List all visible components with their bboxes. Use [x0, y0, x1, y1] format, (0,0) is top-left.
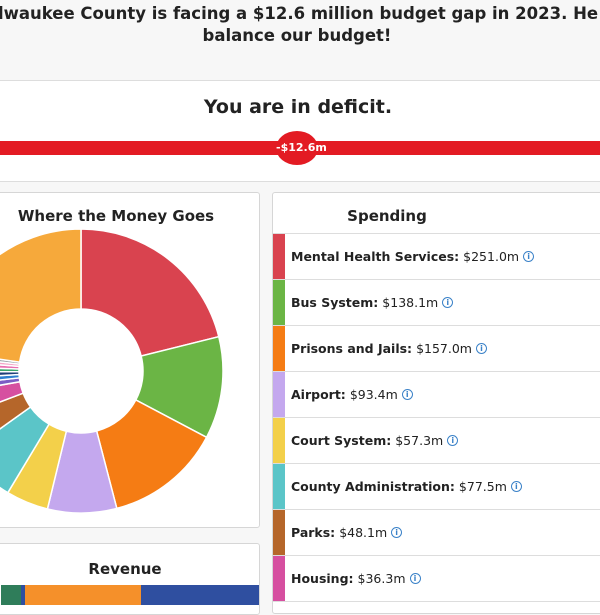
- color-strip: [273, 510, 285, 555]
- spending-row: Mental Health Services: $251.0m i: [273, 234, 600, 280]
- spending-title: Spending: [347, 207, 427, 225]
- color-strip: [273, 326, 285, 371]
- info-icon[interactable]: i: [401, 389, 413, 400]
- donut-title: Where the Money Goes: [17, 207, 215, 225]
- revenue-title: Revenue: [88, 560, 162, 578]
- revenue-segment: [1, 585, 21, 605]
- spending-row: Prisons and Jails: $157.0m i: [273, 326, 600, 372]
- spending-list: Mental Health Services: $251.0m i Bus Syste…: [273, 233, 600, 602]
- info-icon[interactable]: i: [447, 435, 459, 446]
- color-strip: [273, 280, 285, 325]
- info-icon[interactable]: i: [523, 251, 535, 262]
- color-strip: [273, 556, 285, 601]
- item-name: Prisons and Jails:: [291, 341, 413, 356]
- deficit-panel: You are in deficit. -$12.6m: [0, 80, 600, 182]
- spending-row: County Administration: $77.5m i: [273, 464, 600, 510]
- budget-page: lwaukee County is facing a $12.6 million…: [0, 4, 600, 615]
- deficit-status: You are in deficit.: [203, 96, 393, 118]
- info-icon[interactable]: i: [510, 481, 522, 492]
- item-amount: $48.1m: [339, 525, 388, 540]
- spending-row: Court System: $57.3m i: [273, 418, 600, 464]
- color-strip: [273, 464, 285, 509]
- revenue-card: Revenue: [0, 543, 260, 615]
- item-name: Bus System:: [291, 295, 379, 310]
- donut-slice: [0, 405, 51, 494]
- spending-row: Bus System: $138.1m i: [273, 280, 600, 326]
- donut-slice: [80, 228, 220, 357]
- spending-row: Airport: $93.4m i: [273, 372, 600, 418]
- info-icon[interactable]: i: [391, 527, 403, 538]
- info-icon[interactable]: i: [409, 573, 421, 584]
- item-amount: $138.1m: [382, 295, 439, 310]
- item-amount: $57.3m: [395, 433, 444, 448]
- donut-card: Where the Money Goes: [0, 192, 260, 528]
- page: html, body { margin: 0; padding: 0; } bo…: [0, 4, 600, 615]
- donut-chart: [0, 228, 224, 514]
- spending-card: Spending Mental Health Services: $251.0m i…: [272, 192, 600, 614]
- item-amount: $251.0m: [463, 249, 520, 264]
- revenue-segment: [21, 585, 25, 605]
- info-icon[interactable]: i: [442, 297, 454, 308]
- revenue-segment: [25, 585, 141, 605]
- spending-row: Housing: $36.3m i: [273, 556, 600, 602]
- info-icon[interactable]: i: [475, 343, 487, 354]
- item-name: Mental Health Services:: [291, 249, 460, 264]
- item-amount: $93.4m: [349, 387, 398, 402]
- item-amount: $157.0m: [416, 341, 472, 356]
- item-name: County Administration:: [291, 479, 455, 494]
- spending-row: Parks: $48.1m i: [273, 510, 600, 556]
- color-strip: [273, 234, 285, 279]
- color-strip: [273, 418, 285, 463]
- item-amount: $36.3m: [357, 571, 406, 586]
- item-name: Airport:: [291, 387, 346, 402]
- deficit-badge: -$12.6m: [276, 131, 327, 165]
- donut-slice: [0, 228, 82, 363]
- revenue-segment: [141, 585, 259, 605]
- item-name: Court System:: [291, 433, 392, 448]
- color-strip: [273, 372, 285, 417]
- item-name: Housing:: [291, 571, 354, 586]
- item-name: Parks:: [291, 525, 336, 540]
- page-title-line-2: balance our budget!: [202, 26, 392, 45]
- item-amount: $77.5m: [458, 479, 507, 494]
- page-title-line-1: lwaukee County is facing a $12.6 million…: [0, 4, 598, 23]
